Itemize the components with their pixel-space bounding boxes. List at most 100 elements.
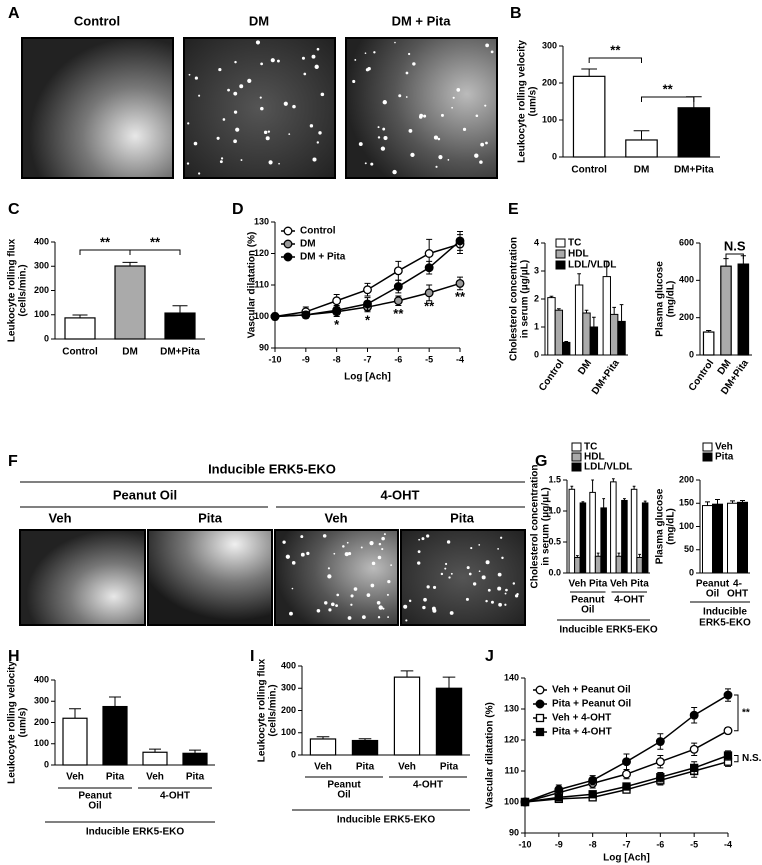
point	[723, 726, 733, 736]
cell-dot	[370, 162, 374, 166]
legend-marker	[535, 699, 545, 709]
y-axis-label: Plasma glucose	[655, 261, 666, 337]
y-tick-label: 600	[679, 237, 694, 247]
error-bar	[617, 552, 621, 557]
cell-dot	[412, 62, 416, 66]
bar	[737, 263, 750, 356]
group-label: Peanut	[571, 595, 605, 606]
x-tick-label: Pita	[440, 762, 459, 773]
panel-letter: F	[8, 453, 18, 470]
y-tick-label: 140	[504, 672, 519, 682]
cell-dot	[260, 106, 264, 111]
cell-dot	[500, 536, 503, 539]
cell-dot	[449, 611, 454, 615]
cell-dot	[312, 157, 317, 162]
bar	[547, 297, 556, 356]
legend-marker	[535, 685, 545, 695]
legend-marker	[535, 727, 545, 737]
error-bar	[602, 498, 606, 508]
x-tick-label: -7	[622, 839, 630, 849]
point	[393, 266, 403, 276]
cell-dot	[360, 546, 363, 549]
cell-dot	[327, 567, 330, 570]
cell-dot	[504, 603, 507, 606]
point	[690, 763, 699, 773]
bar	[582, 312, 591, 356]
bar	[574, 284, 584, 356]
bar	[435, 687, 463, 756]
error-bar	[638, 553, 642, 558]
cell-dot	[446, 540, 451, 544]
y-axis-label: in serum (μg/μL)	[520, 260, 531, 338]
error-bar	[189, 749, 201, 754]
cell-dot	[364, 162, 367, 165]
cell-dot	[381, 536, 385, 541]
bar	[572, 75, 606, 158]
cell-dot	[377, 126, 380, 129]
y-tick-label: 110	[504, 765, 519, 775]
x-tick-label: -8	[589, 839, 597, 849]
bar	[142, 751, 168, 766]
cell-dot	[288, 133, 291, 136]
cell-dot	[475, 114, 479, 118]
x-axis-label: Log [Ach]	[344, 372, 391, 383]
cell-dot	[390, 564, 393, 567]
y-axis-label: in serum (μg/μL)	[541, 487, 552, 565]
point	[301, 310, 311, 320]
cell-dot	[235, 127, 240, 132]
cell-dot	[505, 588, 508, 592]
cell-dot	[452, 96, 455, 99]
bar	[589, 326, 599, 356]
error-bar	[400, 670, 414, 678]
cell-dot	[314, 64, 319, 69]
legend-marker	[283, 252, 293, 262]
error-bar	[316, 736, 330, 739]
cell-dot	[487, 588, 491, 592]
point	[689, 744, 699, 754]
y-tick-label: 100	[34, 309, 49, 319]
point	[723, 751, 733, 760]
legend-label: Control	[300, 226, 336, 237]
point	[424, 263, 434, 273]
x-tick-label: DM+Pita	[160, 347, 200, 358]
legend-label: DM + Pita	[300, 252, 346, 263]
bar	[677, 107, 711, 158]
group-label: Peanut	[78, 791, 112, 802]
error-bar	[643, 500, 647, 503]
error-bar	[577, 273, 581, 285]
cell-dot	[309, 124, 314, 128]
group-label: Peanut Oil	[113, 487, 177, 502]
cell-dot	[478, 544, 481, 546]
cell-dot	[239, 84, 244, 89]
group-label: 4-OHT	[614, 595, 644, 606]
point	[424, 288, 434, 298]
legend-label: Pita	[715, 452, 734, 463]
error-bar	[596, 552, 600, 557]
point	[363, 299, 372, 309]
cell-dot	[198, 94, 201, 97]
y-axis-label: Vascular dilatation (%)	[247, 232, 258, 339]
cell-dot	[378, 542, 382, 546]
cell-dot	[480, 142, 485, 147]
significance-bracket	[129, 249, 181, 255]
error-bar	[715, 499, 720, 505]
cell-dot	[444, 567, 447, 570]
bar	[568, 488, 576, 574]
y-tick-label: 1.0	[548, 505, 561, 515]
cell-dot	[512, 582, 516, 585]
y-tick-label: 120	[504, 734, 519, 744]
panel-letter: E	[508, 201, 519, 218]
x-tick-label: Oil	[706, 589, 720, 600]
cell-dot	[470, 546, 473, 550]
bar	[62, 717, 88, 766]
cell-dot	[410, 152, 415, 157]
cell-dot	[403, 604, 408, 609]
cell-dot	[291, 587, 294, 590]
y-tick-label: 0	[534, 349, 539, 359]
x-tick-label: Pita	[589, 579, 608, 590]
cell-dot	[300, 552, 305, 557]
panel-letter: H	[8, 648, 20, 665]
y-tick-label: 0	[44, 333, 49, 343]
bar	[630, 488, 638, 574]
group-label: Oil	[337, 790, 351, 801]
